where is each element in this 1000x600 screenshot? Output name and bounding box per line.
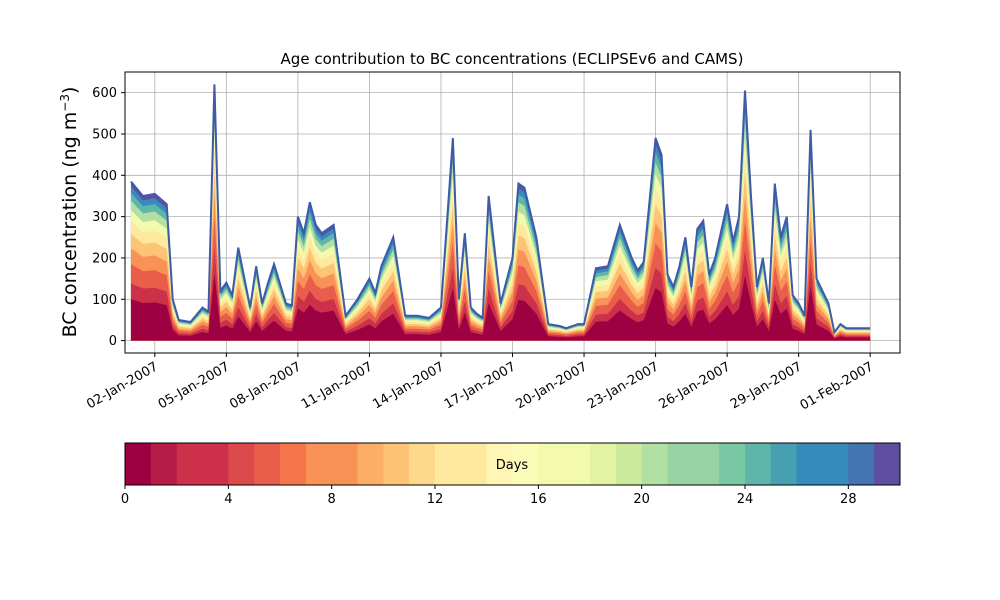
- colorbar-bin: [486, 443, 513, 485]
- colorbar-label: Days: [496, 458, 529, 473]
- colorbar-bin: [538, 443, 565, 485]
- colorbar-tick-label: 8: [328, 492, 336, 507]
- age-band-youngest-area: [130, 273, 871, 341]
- total-concentration-line: [130, 84, 871, 335]
- grid: [125, 72, 900, 353]
- colorbar-bin: [641, 443, 668, 485]
- colorbar-bin: [435, 443, 462, 485]
- y-axis-label: BC concentration (ng m−3): [58, 87, 81, 338]
- y-tick-label: 300: [92, 210, 117, 225]
- y-tick-label: 0: [109, 334, 117, 349]
- x-axis: 02-Jan-200705-Jan-200708-Jan-200711-Jan-…: [84, 353, 876, 413]
- colorbar-bin: [305, 443, 333, 485]
- colorbar-bin: [383, 443, 410, 485]
- x-tick-label: 08-Jan-2007: [227, 359, 304, 412]
- y-tick-label: 600: [92, 86, 117, 101]
- colorbar-bin: [745, 443, 772, 485]
- x-tick-label: 29-Jan-2007: [728, 359, 805, 412]
- colorbar-bin: [874, 443, 901, 485]
- colorbar-bin: [150, 443, 178, 485]
- colorbar-bin: [822, 443, 849, 485]
- x-tick-label: 14-Jan-2007: [370, 359, 447, 412]
- y-tick-label: 500: [92, 127, 117, 142]
- y-tick-label: 100: [92, 293, 117, 308]
- x-tick-label: 01-Feb-2007: [798, 359, 877, 413]
- colorbar-bin: [125, 443, 152, 485]
- colorbar-bin: [331, 443, 358, 485]
- colorbar-tick-label: 24: [737, 492, 754, 507]
- colorbar-bin: [667, 443, 694, 485]
- colorbar-bin: [512, 443, 539, 485]
- colorbar-bin: [280, 443, 307, 485]
- colorbar-bin: [460, 443, 488, 485]
- x-tick-label: 23-Jan-2007: [585, 359, 662, 412]
- colorbar-tick-label: 4: [224, 492, 232, 507]
- colorbar-bin: [848, 443, 875, 485]
- colorbar-frame: [124, 442, 901, 486]
- chart-title: Age contribution to BC concentrations (E…: [281, 50, 744, 68]
- x-tick-label: 17-Jan-2007: [442, 359, 519, 412]
- x-tick-label: 20-Jan-2007: [513, 359, 590, 412]
- colorbar-bin: [176, 443, 203, 485]
- colorbar-bin: [693, 443, 720, 485]
- colorbar-bin: [796, 443, 823, 485]
- colorbar-bin: [357, 443, 384, 485]
- colorbar-bin: [590, 443, 617, 485]
- colorbar-tick-label: 12: [427, 492, 444, 507]
- colorbar-bin: [564, 443, 591, 485]
- colorbar-bin: [615, 443, 643, 485]
- colorbar-bin: [719, 443, 746, 485]
- colorbar-bin: [228, 443, 255, 485]
- colorbar-tick-label: 28: [840, 492, 857, 507]
- y-tick-label: 200: [92, 251, 117, 266]
- age-stack-areas: [130, 84, 871, 341]
- colorbar-bin: [409, 443, 436, 485]
- x-tick-label: 26-Jan-2007: [657, 359, 734, 412]
- colorbar-tick-label: 20: [633, 492, 650, 507]
- x-tick-label: 02-Jan-2007: [84, 359, 161, 412]
- y-tick-label: 400: [92, 169, 117, 184]
- colorbar-bin: [254, 443, 281, 485]
- y-axis: 0 100 200 300 400 500 600: [92, 86, 125, 349]
- colorbar-bin: [770, 443, 798, 485]
- x-tick-label: 05-Jan-2007: [156, 359, 233, 412]
- x-tick-label: 11-Jan-2007: [299, 359, 376, 412]
- colorbar: 0 4 8 12 16 20 24 28: [121, 442, 901, 507]
- colorbar-tick-label: 0: [121, 492, 129, 507]
- colorbar-tick-label: 16: [530, 492, 547, 507]
- colorbar-bin: [202, 443, 229, 485]
